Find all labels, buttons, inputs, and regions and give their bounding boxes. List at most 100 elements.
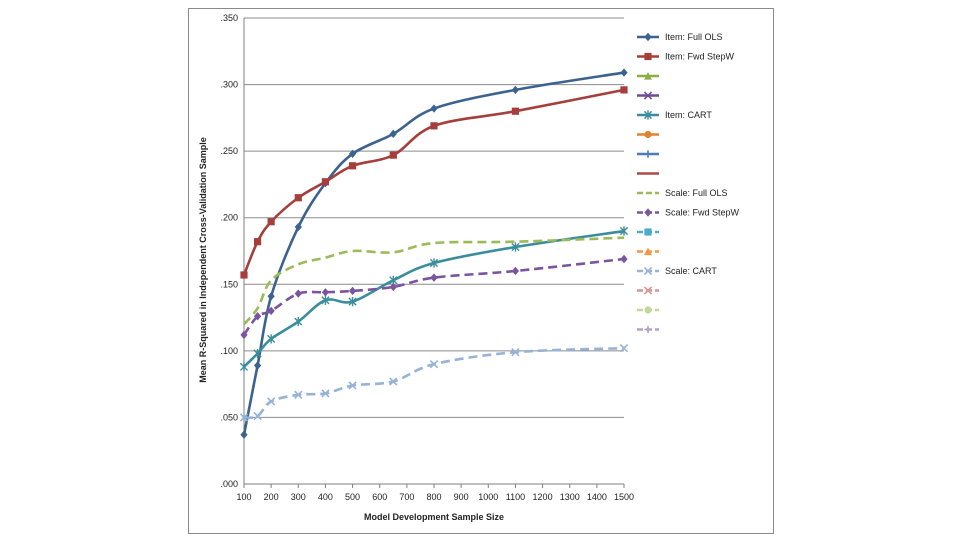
data-point — [239, 413, 249, 422]
data-point — [253, 361, 262, 370]
gridlines — [244, 17, 624, 418]
x-tick-label: 900 — [454, 492, 469, 502]
y-tick-label: .200 — [220, 213, 238, 223]
x-tick-label: 500 — [345, 492, 360, 502]
legend-marker — [644, 247, 652, 256]
legend: Item: Full OLS Item: Fwd StepW Item: CART S… — [637, 32, 740, 334]
series-line — [242, 88, 625, 276]
y-tick-label: .350 — [220, 13, 238, 23]
series-line — [243, 346, 625, 419]
data-point — [430, 273, 438, 282]
series-line — [243, 236, 625, 326]
x-tick-label: 100 — [236, 492, 251, 502]
series-line — [242, 257, 625, 336]
data-point — [620, 68, 628, 77]
data-point — [348, 149, 357, 159]
x-axis-title: Model Development Sample Size — [364, 512, 504, 522]
legend-label: Item: Fwd StepW — [665, 52, 735, 62]
data-point — [321, 178, 330, 186]
x-tick-label: 1300 — [560, 492, 580, 502]
legend-item — [637, 247, 659, 256]
data-point — [267, 306, 275, 316]
y-tick-label: .150 — [220, 279, 238, 289]
legend-item — [637, 150, 659, 158]
y-tick-label: .050 — [220, 412, 238, 422]
data-point — [348, 381, 357, 390]
data-point — [430, 122, 438, 130]
data-point — [511, 348, 520, 357]
x-tick-label: 1000 — [478, 492, 498, 502]
data-point — [511, 242, 520, 252]
x-tick-label: 200 — [264, 492, 279, 502]
data-point — [348, 296, 357, 307]
data-point — [511, 85, 520, 95]
x-tick-label: 600 — [372, 492, 387, 502]
legend-marker — [643, 266, 653, 276]
legend-label: Scale: Fwd StepW — [665, 208, 740, 218]
data-point — [620, 86, 628, 94]
data-point — [348, 286, 357, 296]
data-point — [321, 295, 330, 305]
legend-item — [637, 228, 659, 236]
x-tick-label: 400 — [318, 492, 333, 502]
data-point — [511, 107, 520, 115]
data-point — [294, 194, 302, 202]
x-tick-label: 700 — [399, 492, 414, 502]
legend-item: Scale: CART — [637, 266, 717, 276]
data-point — [253, 312, 262, 321]
legend-marker — [644, 32, 652, 42]
legend-marker — [643, 91, 653, 100]
data-point — [619, 226, 629, 236]
x-tick-label: 1200 — [533, 492, 553, 502]
data-point — [253, 411, 262, 421]
legend-item: Item: CART — [637, 110, 712, 120]
y-tick-label: .100 — [220, 346, 238, 356]
legend-label: Scale: Full OLS — [665, 188, 728, 198]
legend-marker — [644, 130, 652, 139]
y-tick-label: .250 — [220, 146, 238, 156]
data-point — [267, 292, 275, 301]
data-point — [429, 258, 439, 268]
y-axis-title: Mean R-Squared in Independent Cross-Vali… — [198, 137, 208, 383]
data-point — [619, 344, 629, 353]
y-tick-label: .300 — [220, 80, 238, 90]
x-tick-label: 300 — [291, 492, 306, 502]
data-point — [253, 238, 262, 246]
data-point — [294, 289, 302, 298]
legend-item: Scale: Fwd StepW — [637, 208, 740, 218]
data-point — [267, 218, 275, 226]
series-line — [243, 229, 625, 368]
data-point — [240, 330, 248, 340]
data-point — [389, 129, 397, 139]
legend-marker — [644, 72, 652, 80]
legend-item — [637, 72, 659, 80]
legend-marker — [644, 228, 652, 236]
data-point — [389, 282, 397, 292]
data-point — [253, 348, 262, 359]
data-point — [620, 254, 628, 264]
legend-item: Item: Full OLS — [637, 32, 723, 42]
legend-item: Scale: Full OLS — [637, 188, 728, 198]
data-point — [321, 389, 330, 398]
series-layer — [239, 68, 629, 439]
data-point — [430, 104, 438, 113]
data-point — [240, 430, 248, 439]
legend-item — [637, 306, 659, 314]
legend-label: Scale: CART — [665, 266, 717, 276]
data-point — [321, 288, 330, 297]
data-point — [266, 397, 276, 406]
x-tick-label: 1400 — [587, 492, 607, 502]
data-point — [389, 377, 398, 386]
legend-marker — [644, 208, 652, 217]
legend-item — [637, 286, 659, 295]
x-tick-label: 1100 — [506, 492, 525, 502]
axes: .000 .050 .100 .150 .200 .250 .300 .350 100 200 30… — [220, 13, 634, 502]
data-point — [239, 362, 249, 372]
legend-marker — [643, 286, 653, 295]
legend-marker — [643, 110, 653, 120]
data-point — [294, 390, 303, 399]
data-point — [389, 151, 397, 159]
legend-marker — [644, 150, 652, 158]
legend-item — [637, 130, 659, 139]
